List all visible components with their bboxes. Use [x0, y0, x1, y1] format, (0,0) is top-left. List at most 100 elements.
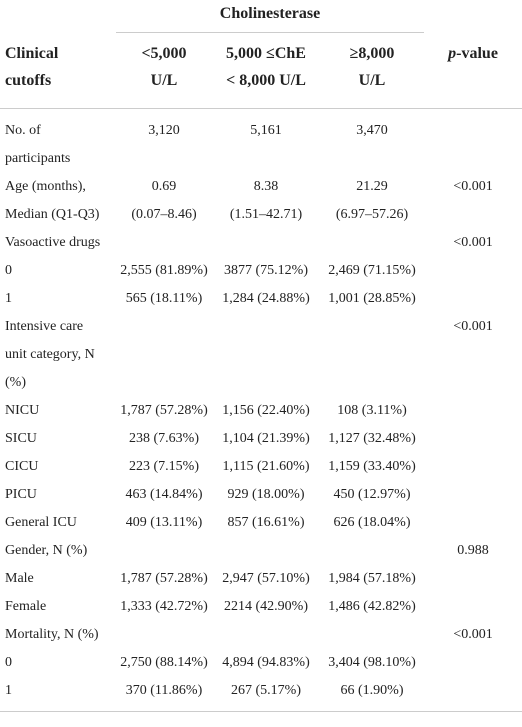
cell: 1,115 (21.60%) — [212, 453, 320, 481]
cell — [424, 109, 522, 174]
cell-line: unit category, N — [5, 347, 95, 362]
header-line: <5,000 — [141, 45, 187, 62]
cell: 2,947 (57.10%) — [212, 565, 320, 593]
cell: 223 (7.15%) — [116, 453, 212, 481]
cell — [424, 677, 522, 712]
cell: <0.001 — [424, 621, 522, 649]
table-row: Vasoactive drugs <0.001 — [0, 229, 522, 257]
cell-line: 0.69 — [151, 179, 177, 194]
cell: 238 (7.63%) — [116, 425, 212, 453]
table-row: Mortality, N (%) <0.001 — [0, 621, 522, 649]
cell: 1,001 (28.85%) — [320, 285, 424, 313]
cell-line: 5,161 — [250, 123, 282, 138]
cell: <0.001 — [424, 229, 522, 257]
cell — [212, 229, 320, 257]
cell-line: 238 (7.63%) — [129, 431, 199, 446]
row-label: NICU — [0, 397, 116, 425]
header-text: -value — [456, 44, 498, 62]
row-label: 0 — [0, 649, 116, 677]
column-header: 5,000 ≤ChE < 8,000 U/L — [212, 32, 320, 109]
cell-line: Median (Q1-Q3) — [5, 207, 100, 222]
cell: 450 (12.97%) — [320, 481, 424, 509]
cell-line: 66 (1.90%) — [340, 683, 404, 698]
cell: 8.38 (1.51–42.71) — [212, 173, 320, 229]
cell-line: Intensive care — [5, 319, 84, 334]
cell-line: 21.29 — [356, 179, 388, 194]
cell — [116, 313, 212, 397]
header-italic: p — [448, 44, 457, 62]
header-line: U/L — [358, 72, 386, 89]
table-row: General ICU 409 (13.11%) 857 (16.61%) 626 (… — [0, 509, 522, 537]
cell: 1,159 (33.40%) — [320, 453, 424, 481]
cell — [320, 621, 424, 649]
cell: 21.29 (6.97–57.26) — [320, 173, 424, 229]
row-label: Mortality, N (%) — [0, 621, 116, 649]
cell: 267 (5.17%) — [212, 677, 320, 712]
cell — [424, 257, 522, 285]
cell: 409 (13.11%) — [116, 509, 212, 537]
column-header: p-value — [424, 32, 522, 109]
header-line: < 8,000 U/L — [226, 72, 306, 89]
cell — [212, 313, 320, 397]
row-label: 1 — [0, 677, 116, 712]
cell: 370 (11.86%) — [116, 677, 212, 712]
cell — [424, 565, 522, 593]
row-label: PICU — [0, 481, 116, 509]
header-line: p-value — [424, 40, 522, 67]
cell: 3,404 (98.10%) — [320, 649, 424, 677]
table-row: PICU 463 (14.84%) 929 (18.00%) 450 (12.97%) — [0, 481, 522, 509]
cell-line: 1,787 (57.28%) — [120, 403, 208, 418]
cell-line: 4,894 (94.83%) — [222, 655, 310, 670]
cell-line: PICU — [5, 487, 37, 502]
table-row: SICU 238 (7.63%) 1,104 (21.39%) 1,127 (32.4… — [0, 425, 522, 453]
cell-line: 929 (18.00%) — [227, 487, 305, 502]
cell: 2214 (42.90%) — [212, 593, 320, 621]
cell — [424, 509, 522, 537]
cell-line: 8.38 — [253, 179, 279, 194]
row-label: Gender, N (%) — [0, 537, 116, 565]
header-line: cutoffs — [5, 71, 52, 89]
cell-line: 1,787 (57.28%) — [120, 571, 208, 586]
cell-line: 565 (18.11%) — [125, 291, 203, 306]
cell: 2,555 (81.89%) — [116, 257, 212, 285]
cell-line: 3,470 — [356, 123, 388, 138]
table-row: 1 370 (11.86%) 267 (5.17%) 66 (1.90%) — [0, 677, 522, 712]
cell-line: 1,486 (42.82%) — [328, 599, 416, 614]
cell-line: 3877 (75.12%) — [224, 263, 308, 278]
cell — [424, 453, 522, 481]
cell — [424, 649, 522, 677]
cell-line: 409 (13.11%) — [125, 515, 203, 530]
cell-line: 1,156 (22.40%) — [222, 403, 310, 418]
cell: 626 (18.04%) — [320, 509, 424, 537]
cell-line: Gender, N (%) — [5, 543, 88, 558]
cell: 108 (3.11%) — [320, 397, 424, 425]
cell-line: 3,120 — [148, 123, 180, 138]
row-label: 0 — [0, 257, 116, 285]
cell: 4,894 (94.83%) — [212, 649, 320, 677]
table-row: NICU 1,787 (57.28%) 1,156 (22.40%) 108 (3.1… — [0, 397, 522, 425]
cell-line: 1,159 (33.40%) — [328, 459, 416, 474]
cell — [424, 481, 522, 509]
header-line: U/L — [150, 72, 178, 89]
cell: 1,127 (32.48%) — [320, 425, 424, 453]
cell: 1,486 (42.82%) — [320, 593, 424, 621]
cell — [424, 285, 522, 313]
cell — [320, 537, 424, 565]
cell-line: 370 (11.86%) — [125, 683, 203, 698]
cell-line: 857 (16.61%) — [227, 515, 305, 530]
header-line: 5,000 ≤ChE — [226, 45, 306, 62]
cell: 1,156 (22.40%) — [212, 397, 320, 425]
cell-line: No. of — [5, 123, 41, 138]
group-header: Cholinesterase — [116, 0, 425, 33]
cell-line: 0.988 — [457, 543, 489, 558]
cell: 1,333 (42.72%) — [116, 593, 212, 621]
row-label: 1 — [0, 285, 116, 313]
column-header-row: Clinical cutoffs <5,000 U/L 5,000 ≤ChE < 8,00… — [0, 32, 522, 109]
table-body: No. of participants 3,120 5,161 3,470 Age (mo… — [0, 109, 522, 712]
cell: 857 (16.61%) — [212, 509, 320, 537]
cell-line: (1.51–42.71) — [229, 207, 303, 222]
cell: 929 (18.00%) — [212, 481, 320, 509]
column-header: Clinical cutoffs — [0, 32, 116, 109]
cell-line: 3,404 (98.10%) — [328, 655, 416, 670]
cell-line: Vasoactive drugs — [5, 235, 101, 250]
